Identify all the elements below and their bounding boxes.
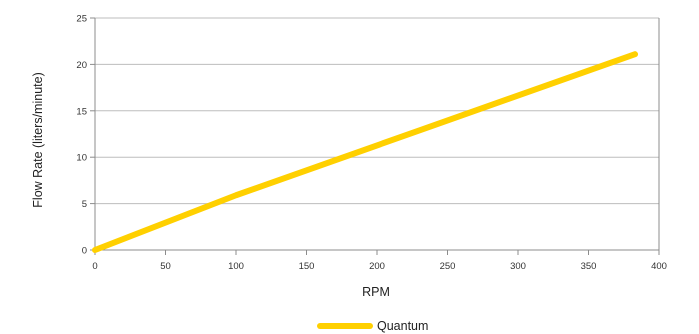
y-tick-label: 0 [82,246,87,257]
legend: Quantum [317,319,428,333]
series-line-quantum [92,51,639,253]
x-tick-label: 200 [369,261,385,272]
y-tick-label: 5 [82,199,87,210]
y-tick-label: 20 [76,60,87,71]
y-axis-title: Flow Rate (liters/minute) [31,72,45,207]
y-tick-label: 10 [76,153,87,164]
y-tick-label: 15 [76,106,87,117]
x-tick-label: 50 [160,261,171,272]
grid-lines [95,17,659,205]
x-tick-label: 350 [581,261,597,272]
x-tick-label: 400 [651,261,667,272]
x-axis-ticks: 0 50 100 150 200 250 300 350 400 [92,250,667,272]
x-tick-label: 250 [440,261,456,272]
x-axis-title: RPM [362,285,390,299]
y-tick-label: 25 [76,14,87,25]
x-tick-label: 150 [299,261,315,272]
y-axis-ticks: 0 5 10 15 20 25 [76,14,95,257]
x-tick-label: 100 [228,261,244,272]
x-tick-label: 0 [92,261,97,272]
x-tick-label: 300 [510,261,526,272]
legend-label-quantum: Quantum [377,319,428,333]
series-lines [92,51,639,253]
